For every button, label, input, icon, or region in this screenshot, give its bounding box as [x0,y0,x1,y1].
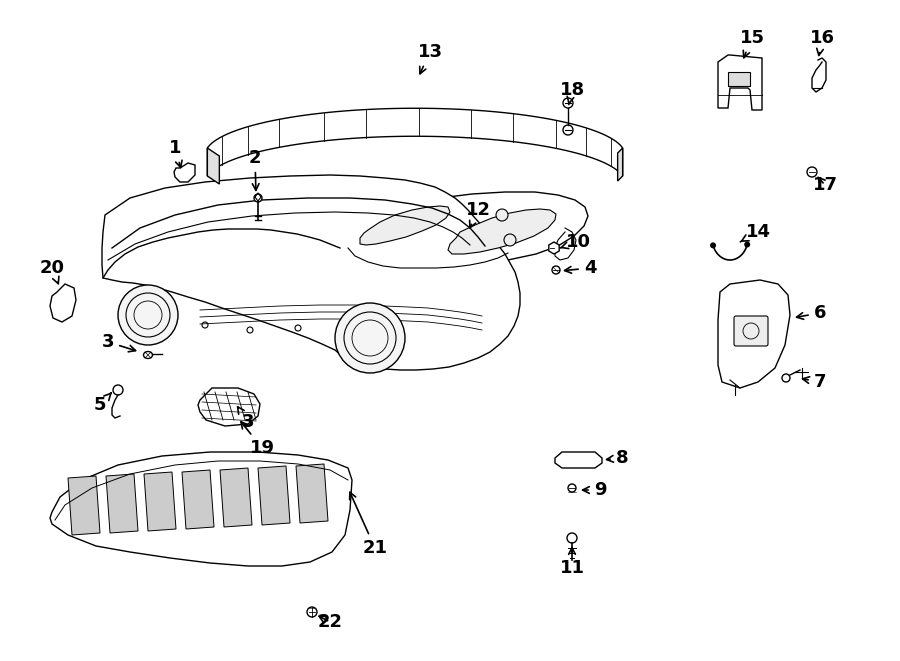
Ellipse shape [143,352,152,358]
Polygon shape [102,175,520,370]
Polygon shape [50,284,76,322]
Text: 3: 3 [238,407,254,431]
Polygon shape [182,470,214,529]
Polygon shape [360,206,450,245]
Text: 22: 22 [318,613,343,631]
Polygon shape [718,55,762,110]
Text: 4: 4 [564,259,596,277]
Polygon shape [258,466,290,525]
Polygon shape [448,209,556,254]
Text: 12: 12 [465,201,491,228]
Polygon shape [207,108,623,176]
Polygon shape [198,388,260,426]
Circle shape [504,234,516,246]
Text: 8: 8 [607,449,628,467]
Polygon shape [296,464,328,523]
Text: 3: 3 [102,333,136,352]
Circle shape [744,241,751,247]
Polygon shape [68,476,100,535]
Text: 17: 17 [813,176,838,194]
Polygon shape [106,474,138,533]
Text: 20: 20 [40,259,65,284]
Polygon shape [174,163,195,182]
Circle shape [710,243,716,249]
FancyBboxPatch shape [734,316,768,346]
Text: 1: 1 [169,139,182,167]
Text: 21: 21 [349,492,388,557]
Circle shape [254,194,262,202]
Circle shape [568,484,576,492]
Polygon shape [728,72,750,86]
Circle shape [307,607,317,617]
Circle shape [567,533,577,543]
Polygon shape [144,472,176,531]
Text: 9: 9 [582,481,607,499]
Circle shape [335,303,405,373]
Polygon shape [718,280,790,388]
Polygon shape [207,148,220,184]
Circle shape [118,285,178,345]
Ellipse shape [231,397,239,403]
Circle shape [552,266,560,274]
Polygon shape [220,468,252,527]
Text: 14: 14 [741,223,770,242]
Text: 13: 13 [418,43,443,74]
Polygon shape [50,452,352,566]
Text: 19: 19 [241,422,274,457]
Circle shape [563,125,573,135]
Text: 16: 16 [809,29,834,56]
Polygon shape [555,452,602,468]
Text: 6: 6 [796,304,826,322]
Text: 5: 5 [94,393,112,414]
Polygon shape [344,192,588,266]
Circle shape [563,98,573,108]
Circle shape [113,385,123,395]
Text: 2: 2 [248,149,261,190]
Circle shape [807,167,817,177]
Text: 7: 7 [803,373,826,391]
Text: 15: 15 [740,29,764,58]
Text: 18: 18 [560,81,585,104]
Circle shape [496,209,508,221]
Text: 11: 11 [560,548,584,577]
Polygon shape [617,148,623,181]
Text: 10: 10 [560,233,590,251]
